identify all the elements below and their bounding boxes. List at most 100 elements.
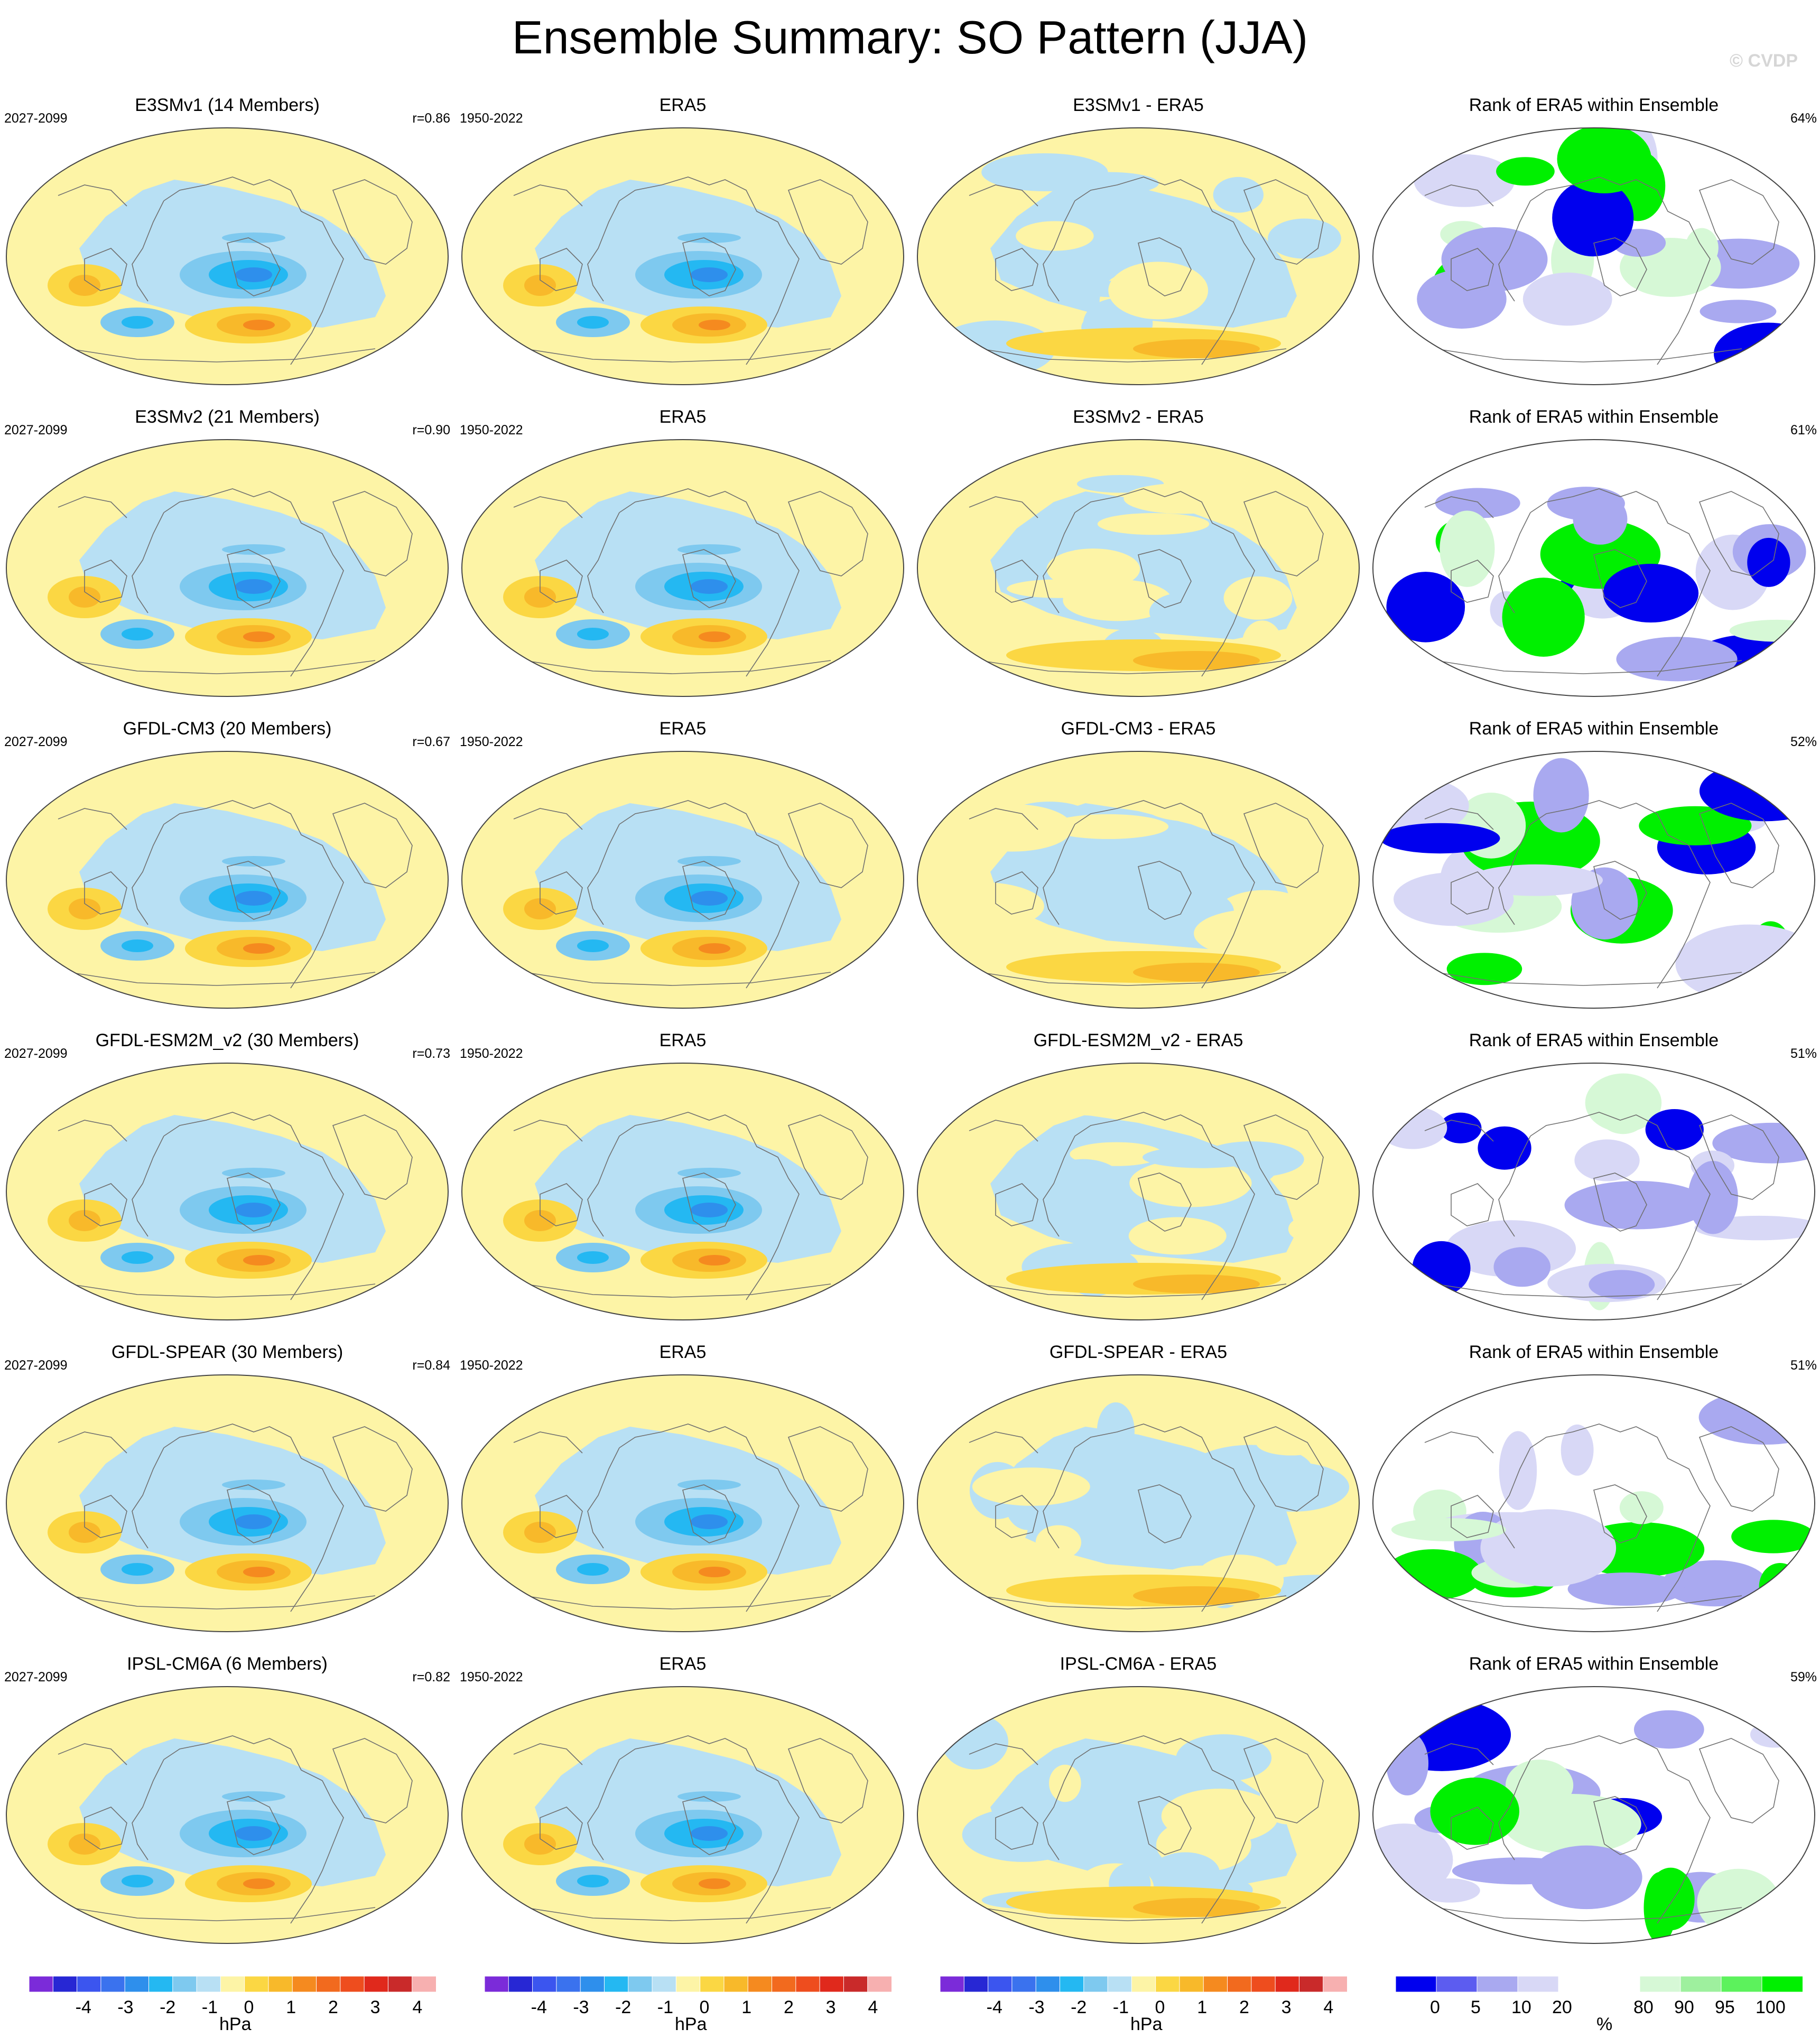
map-border [6,1374,449,1632]
rank-region [1759,1562,1802,1611]
colorbar-swatch [1517,1976,1559,1993]
map-fill [1373,751,1815,1008]
rank-region [1688,1160,1738,1234]
map-plot [6,439,449,697]
colorbar-swatch [628,1976,653,1993]
coastline [163,800,344,989]
anomaly-patch [1057,172,1159,195]
map-border [1372,127,1815,385]
coastline [1138,1484,1192,1543]
map-panel: E3SMv1 (14 Members) 2027-2099 r=0.86 [0,95,454,391]
southern-high-core [699,320,730,330]
panel-title: ERA5 [659,407,707,427]
panel-title: IPSL-CM6A (6 Members) [127,1654,328,1674]
coastline [1698,1426,1779,1512]
coastline [513,1743,583,1765]
rank-region [1589,1270,1655,1299]
panel-stat: r=0.82 [412,1670,450,1685]
panel-period: 1950-2022 [460,1358,523,1373]
colorbar-swatch [1298,1976,1324,1993]
map-fill [917,1375,1359,1632]
panel-title: ERA5 [659,1654,707,1674]
australia-positive-core [69,587,100,608]
coastline [1530,800,1711,989]
coastline [84,871,127,915]
coastline [619,488,800,677]
coastline [1043,512,1075,613]
anomaly-patch [1150,1852,1220,1893]
anomaly-patch [1143,1146,1261,1168]
panel-period: 1950-2022 [460,1046,523,1061]
coastline [540,1183,583,1226]
anomaly-patch [1267,218,1341,259]
australia-positive-core [524,275,556,296]
colorbar-tick-label: -1 [201,1997,218,2017]
colorbar-swatch [1059,1976,1084,1993]
pacific-low-core [691,1203,728,1217]
map-plot [917,751,1360,1009]
pacific-low-core [235,1203,272,1217]
coastline [227,1796,281,1855]
coastline [1498,512,1531,613]
coastline [332,179,413,265]
coastline [1424,1120,1494,1142]
rank-region [1480,1509,1617,1587]
coastline [619,1735,800,1924]
map-panel: E3SMv2 (21 Members) 2027-2099 r=0.90 [0,407,454,703]
colorbar-swatch [700,1976,725,1993]
colorbar-swatches [1395,1976,1803,1993]
coastline [587,512,620,613]
equatorial-band [677,544,741,555]
southern-high-core [699,943,730,954]
panel-title: Rank of ERA5 within Ensemble [1469,1030,1719,1050]
colorbar-swatch [1680,1976,1722,1993]
rank-region [1522,272,1612,326]
colorbar-swatch [316,1976,341,1993]
map-fill [462,128,904,385]
equatorial-band [677,1479,741,1490]
coastline [979,660,1287,674]
australia-positive-core [69,898,100,919]
coastline [1451,248,1494,291]
southern-high-core [243,1255,275,1265]
colorbar-swatch [843,1976,868,1993]
equatorial-band [222,856,285,867]
map-plot [917,1374,1360,1632]
map-plot [1372,1063,1815,1320]
colorbar-swatch [412,1976,437,1993]
rank-region [1496,157,1555,186]
map-fill [1373,440,1815,696]
anomaly-patch [1288,1217,1325,1241]
coastline [332,1426,413,1512]
anomaly-patch [972,1467,1090,1506]
coastline [58,1743,127,1765]
coastline [227,1172,281,1232]
colorbar-swatch [1251,1976,1276,1993]
southwest-low-core [577,939,609,952]
coastline [979,972,1287,986]
coastline [332,803,413,888]
coastline [513,1431,583,1454]
coastline [1593,549,1647,608]
panel-stat: 64% [1790,111,1817,126]
southern-high-core [699,631,730,642]
coastline [587,200,620,302]
colorbar-swatch [340,1976,365,1993]
coastline [1138,237,1192,296]
coastline [682,1796,736,1855]
coastline [163,1112,344,1300]
colorbar-tick-label: 3 [370,1997,380,2017]
equatorial-band [677,232,741,243]
rank-region [1478,1126,1531,1170]
equatorial-band [677,856,741,867]
anomaly-patch [1213,176,1264,213]
australia-positive-core [69,1522,100,1543]
map-panel: ERA5 1950-2022 [456,1030,910,1326]
coastline [1498,1136,1531,1237]
colorbar-swatch [1477,1976,1518,1993]
map-plot [6,751,449,1009]
southwest-low-core [577,1875,609,1887]
pacific-low-core [235,1826,272,1841]
australia-positive-core [69,1834,100,1855]
colorbar-tick-label: -3 [573,1997,589,2017]
